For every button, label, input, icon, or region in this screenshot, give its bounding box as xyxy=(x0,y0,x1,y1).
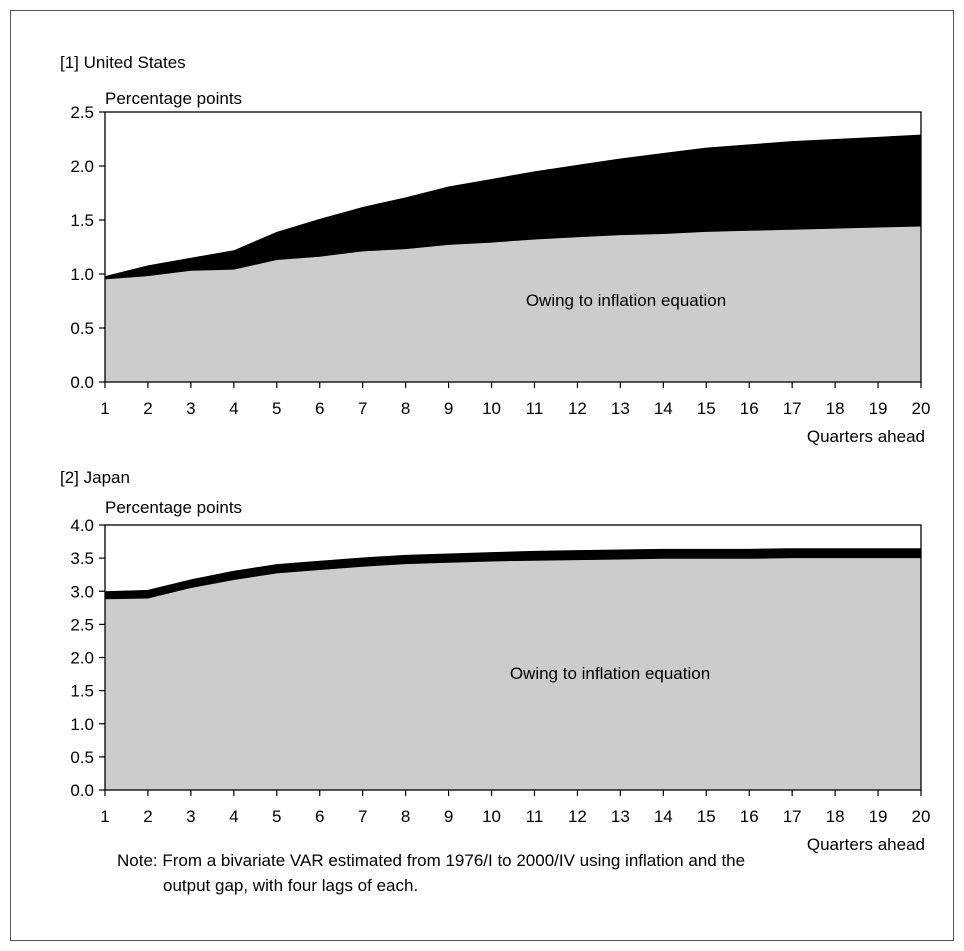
chart1-x-tick-label: 8 xyxy=(401,399,410,418)
chart2-y-tick-label: 2.5 xyxy=(70,615,94,634)
chart2-x-tick-label: 17 xyxy=(783,807,802,826)
figure-note-line2: output gap, with four lags of each. xyxy=(163,876,419,895)
chart2-x-tick-label: 5 xyxy=(272,807,281,826)
chart2-y-tick-label: 3.0 xyxy=(70,582,94,601)
chart2-x-tick-label: 8 xyxy=(401,807,410,826)
chart1-x-tick-label: 15 xyxy=(697,399,716,418)
chart2-x-tick-label: 14 xyxy=(654,807,673,826)
chart2-y-tick-label: 4.0 xyxy=(70,516,94,535)
chart2-x-tick-label: 20 xyxy=(912,807,931,826)
chart1-x-tick-label: 18 xyxy=(826,399,845,418)
chart1-y-tick-label: 2.5 xyxy=(70,103,94,122)
chart1-x-tick-label: 17 xyxy=(783,399,802,418)
chart2-x-tick-label: 4 xyxy=(229,807,238,826)
chart2-x-tick-label: 15 xyxy=(697,807,716,826)
chart1-inflation-area xyxy=(105,226,921,382)
chart1-x-tick-label: 2 xyxy=(143,399,152,418)
chart2-x-tick-label: 10 xyxy=(482,807,501,826)
chart1-y-tick-label: 2.0 xyxy=(70,157,94,176)
chart1-y-tick-label: 1.5 xyxy=(70,211,94,230)
chart2-y-tick-label: 2.0 xyxy=(70,649,94,668)
chart2-x-tick-label: 1 xyxy=(100,807,109,826)
chart1-x-axis-label: Quarters ahead xyxy=(807,427,925,446)
chart1-area-annotation: Owing to inflation equation xyxy=(526,291,726,310)
chart1-x-tick-label: 11 xyxy=(526,399,544,418)
chart2-x-tick-label: 16 xyxy=(740,807,759,826)
chart2-y-tick-label: 1.5 xyxy=(70,682,94,701)
chart2-y-tick-label: 1.0 xyxy=(70,715,94,734)
chart1-y-tick-label: 0.0 xyxy=(70,373,94,392)
chart2-x-tick-label: 6 xyxy=(315,807,324,826)
chart1-y-tick-label: 0.5 xyxy=(70,319,94,338)
chart2-x-tick-label: 11 xyxy=(526,807,544,826)
chart2-x-tick-label: 13 xyxy=(611,807,630,826)
chart2-title: [2] Japan xyxy=(60,468,130,487)
chart1-y-axis-label: Percentage points xyxy=(105,89,242,108)
chart2-x-tick-label: 2 xyxy=(143,807,152,826)
chart1-x-tick-label: 16 xyxy=(740,399,759,418)
chart1-x-tick-label: 3 xyxy=(186,399,195,418)
chart2-y-axis-label: Percentage points xyxy=(105,498,242,517)
chart2-y-tick-label: 0.0 xyxy=(70,781,94,800)
chart1-x-tick-label: 19 xyxy=(869,399,888,418)
chart1-x-tick-label: 12 xyxy=(568,399,587,418)
chart1-x-tick-label: 20 xyxy=(912,399,931,418)
chart1-x-tick-label: 13 xyxy=(611,399,630,418)
chart2-area-annotation: Owing to inflation equation xyxy=(510,664,710,683)
chart1-x-tick-label: 6 xyxy=(315,399,324,418)
chart2-y-tick-label: 0.5 xyxy=(70,748,94,767)
chart2-y-tick-label: 3.5 xyxy=(70,549,94,568)
chart2-x-axis-label: Quarters ahead xyxy=(807,835,925,854)
chart1-x-tick-label: 5 xyxy=(272,399,281,418)
chart1-x-tick-label: 9 xyxy=(444,399,453,418)
chart2-x-tick-label: 19 xyxy=(869,807,888,826)
chart2-x-tick-label: 7 xyxy=(358,807,367,826)
chart2-x-tick-label: 9 xyxy=(444,807,453,826)
chart2-x-tick-label: 12 xyxy=(568,807,587,826)
chart1-x-tick-label: 4 xyxy=(229,399,238,418)
chart2-x-tick-label: 3 xyxy=(186,807,195,826)
chart1-x-tick-label: 10 xyxy=(482,399,501,418)
chart1-x-tick-label: 1 xyxy=(100,399,109,418)
chart1-x-tick-label: 14 xyxy=(654,399,673,418)
chart2-inflation-area xyxy=(105,558,921,790)
chart1-plot-frame xyxy=(104,111,922,383)
figure-note-line1: Note: From a bivariate VAR estimated fro… xyxy=(117,851,746,870)
chart1-y-tick-label: 1.0 xyxy=(70,265,94,284)
chart2-x-tick-label: 18 xyxy=(826,807,845,826)
chart1-x-tick-label: 7 xyxy=(358,399,367,418)
chart1-title: [1] United States xyxy=(60,53,186,72)
